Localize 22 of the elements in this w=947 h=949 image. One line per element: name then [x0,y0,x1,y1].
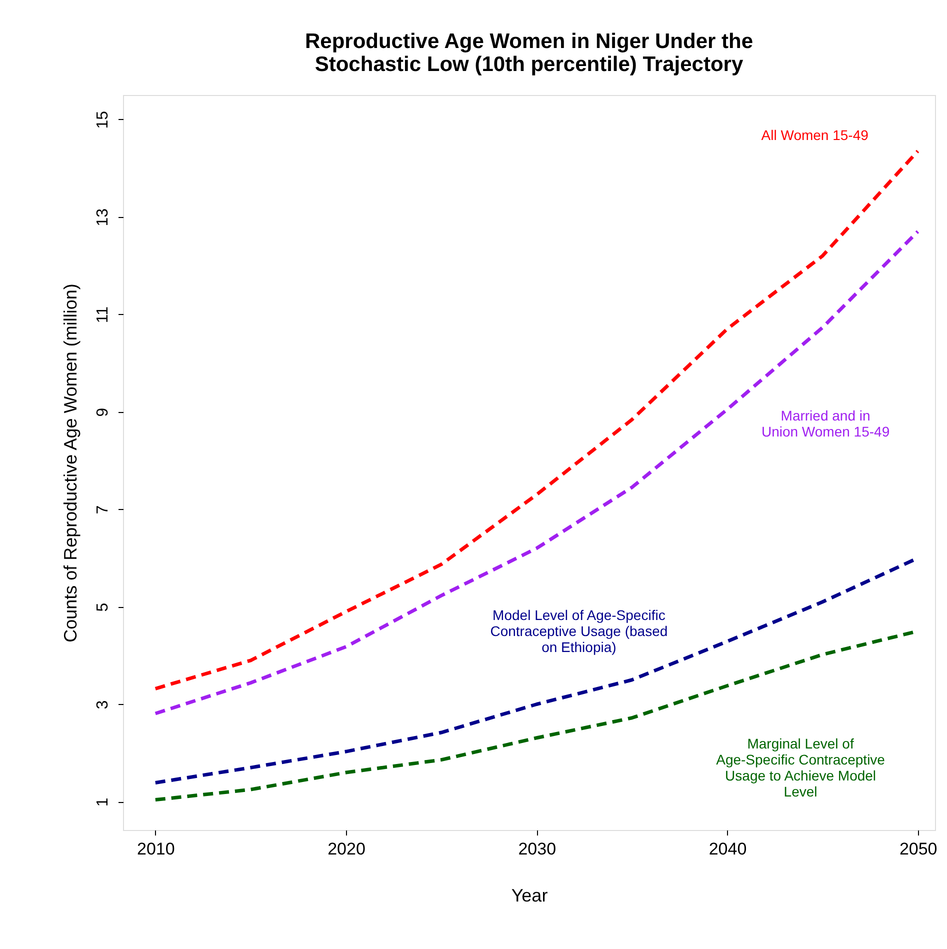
x-axis-title: Year [511,886,548,906]
y-tick-label: 5 [94,602,112,612]
x-tick-label: 2030 [518,840,556,858]
y-tick-label: 15 [94,110,112,129]
y-tick-label: 7 [94,505,112,514]
series-label: Married and in Union Women 15-49 [761,407,890,440]
series-label: Model Level of Age-Specific Contraceptive Usage (based on Ethiopia) [490,606,668,655]
y-tick-label: 3 [94,700,112,710]
line-series [154,230,920,716]
y-tick-label: 9 [94,408,112,417]
x-tick-label: 2040 [708,840,747,858]
text: Marginal Level of Age-Specific Contraceptive Usage to Achieve Model Level [716,736,886,800]
chart-title: Reproductive Age Women in Niger Under the Stochastic Low (10th percentile) Trajectory [304,30,754,76]
text: All Women 15-49 [761,127,869,144]
y-tick-label: 1 [94,798,112,807]
line-series [154,149,920,690]
y-axis-title: Counts of Reproductive Age Women (million) [60,284,80,642]
x-tick-label: 2010 [136,840,175,858]
y-tick-label: 11 [94,306,112,324]
x-tick-label: 2050 [899,840,938,858]
x-tick-label: 2020 [328,840,366,858]
y-tick-label: 13 [94,208,112,226]
